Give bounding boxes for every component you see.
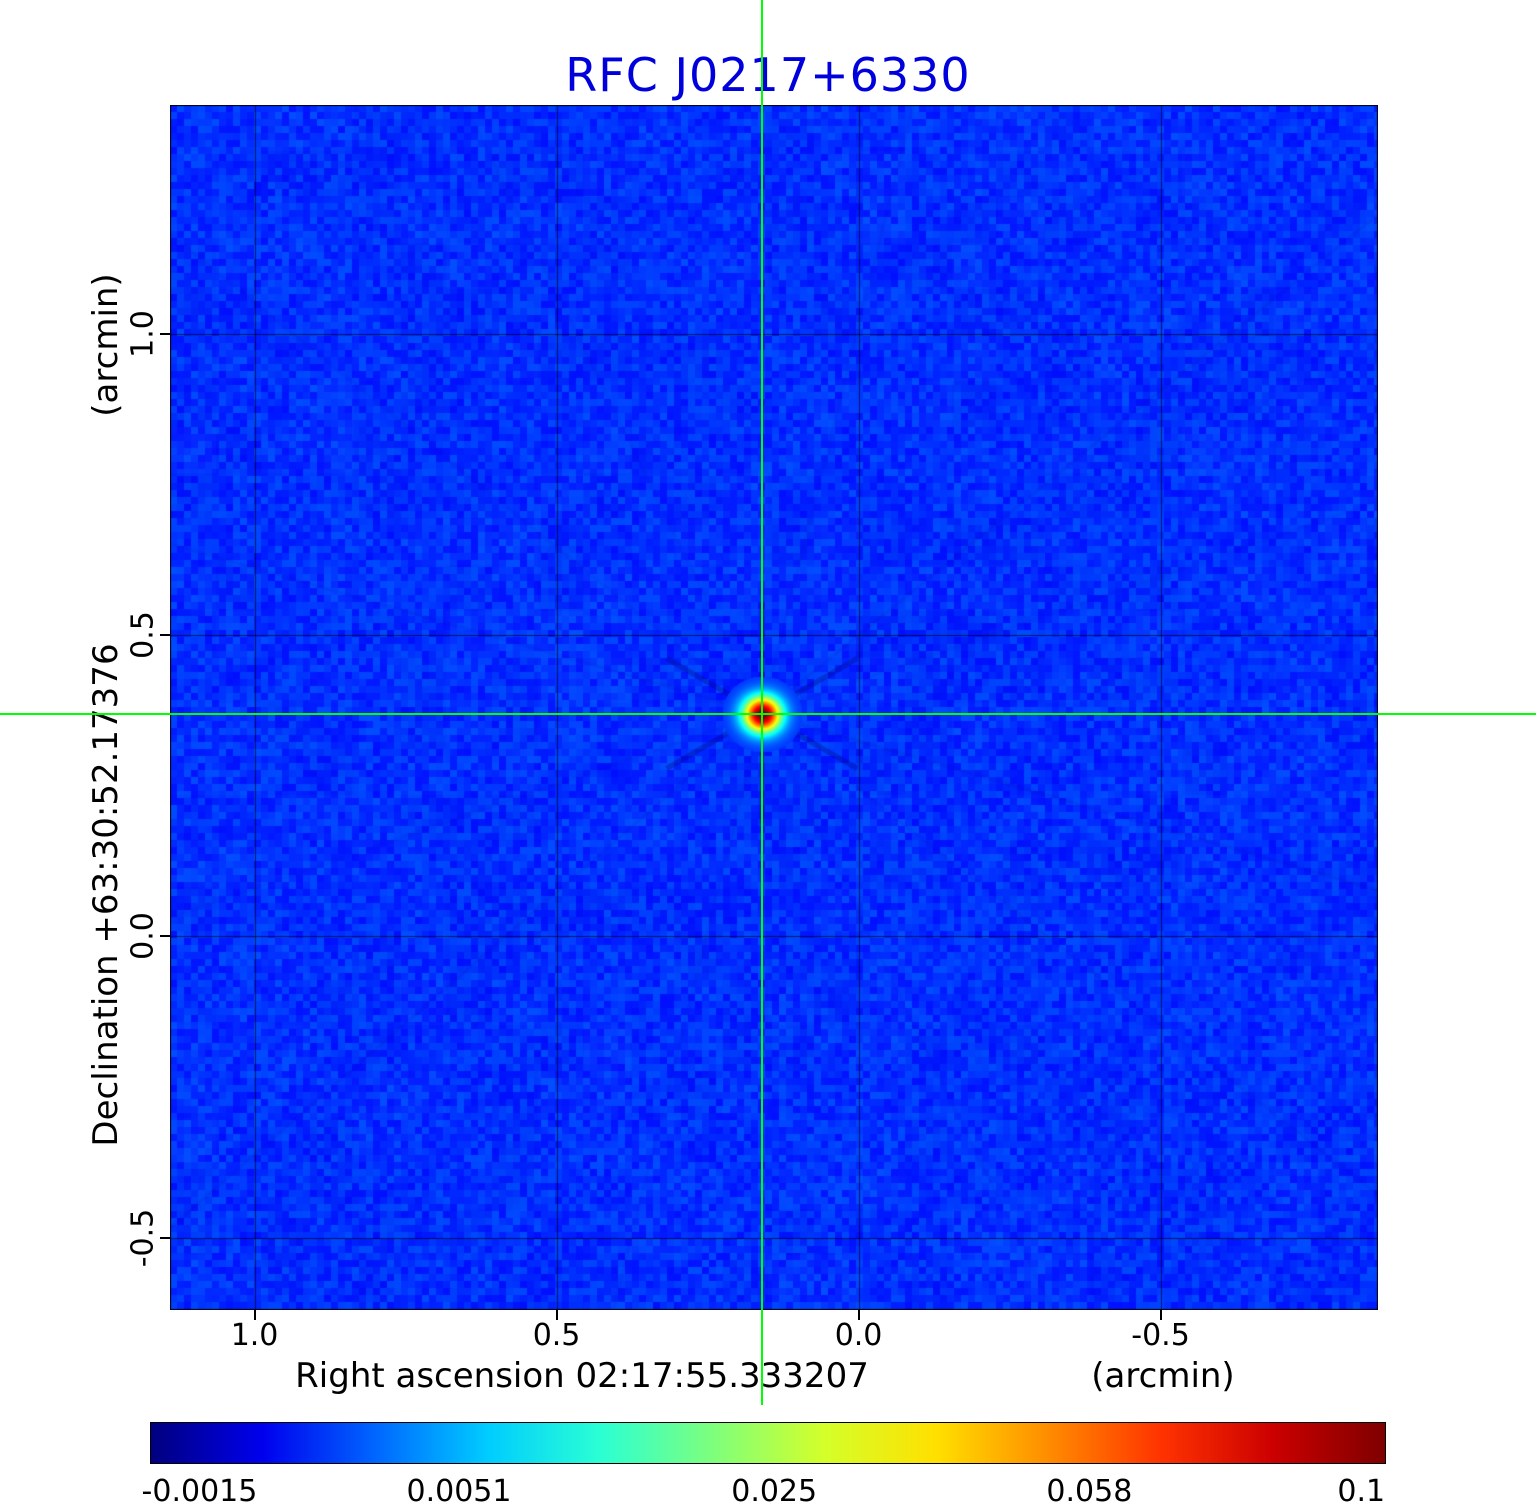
y-tick-label: 1.0: [125, 310, 161, 358]
y-tick-label: 0.0: [125, 912, 161, 961]
x-axis-tick-mark: [857, 1310, 860, 1320]
sky-image-canvas: [170, 105, 1378, 1310]
x-axis-tick-mark: [253, 1310, 256, 1320]
x-axis-tick-mark: [555, 1310, 558, 1320]
x-tick-label: 0.5: [532, 1318, 581, 1353]
colorbar-gradient: [150, 1422, 1386, 1464]
x-axis-tick-mark: [1159, 1310, 1162, 1320]
colorbar-tick-label: 0.1: [1337, 1474, 1386, 1509]
x-tick-label: 0.0: [834, 1318, 883, 1353]
figure-title: RFC J0217+6330: [565, 48, 971, 102]
y-tick-label: -0.5: [125, 1208, 161, 1267]
colorbar-tick-label: -0.0015: [141, 1474, 258, 1509]
x-axis-title: Right ascension 02:17:55.333207: [295, 1356, 869, 1396]
colorbar-tick-label: 0.058: [1046, 1474, 1133, 1509]
y-axis-tick-mark: [160, 634, 170, 637]
colorbar-tick-label: 0.0051: [406, 1474, 512, 1509]
y-tick-label: 0.5: [125, 611, 161, 660]
y-axis-tick-mark: [160, 1236, 170, 1239]
sky-map: [170, 105, 1378, 1310]
y-axis-title: Declination +63:30:52.17376: [86, 643, 126, 1147]
y-axis-tick-mark: [160, 935, 170, 938]
y-axis-unit-label: (arcmin): [86, 273, 126, 417]
y-axis-tick-mark: [160, 332, 170, 335]
horizontal-crosshair-line: [0, 712, 1536, 715]
x-axis-unit-label: (arcmin): [1091, 1356, 1235, 1396]
colorbar-tick-label: 0.025: [731, 1474, 818, 1509]
x-tick-label: 1.0: [230, 1318, 279, 1353]
vertical-crosshair-line: [760, 0, 763, 1405]
x-tick-label: -0.5: [1131, 1318, 1190, 1353]
